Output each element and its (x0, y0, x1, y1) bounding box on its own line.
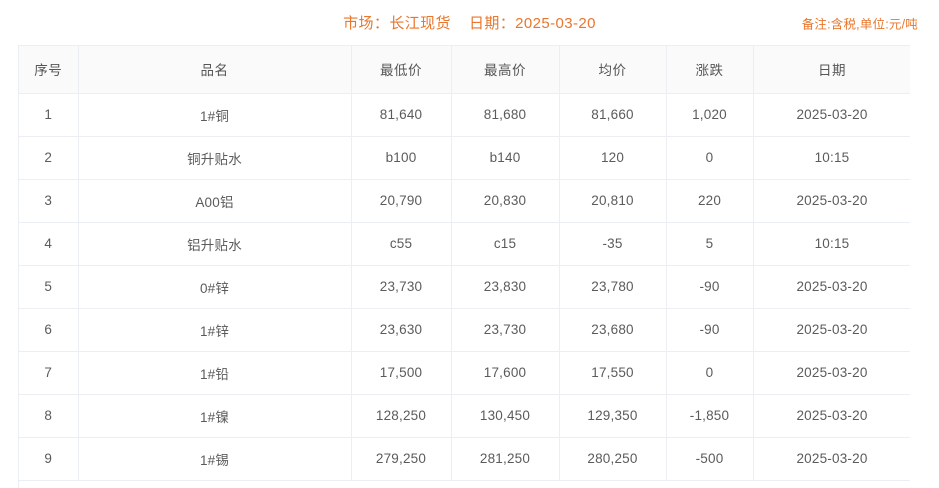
cell-avg-price: -35 (559, 222, 667, 266)
cell-change: 0 (666, 136, 754, 180)
cell-index: 6 (19, 308, 79, 352)
table-row[interactable]: 8 1#镍 128,250 130,450 129,350 -1,850 2025-03-2… (19, 394, 910, 438)
table-row[interactable]: 6 1#锌 23,630 23,730 23,680 -90 2025-03-20 (19, 308, 910, 352)
quote-table: 序号 品名 最低价 最高价 均价 涨跌 日期 1 1#铜 81,640 81,680 8… (19, 46, 910, 481)
cell-change: 0 (666, 351, 754, 395)
cell-date: 2025-03-20 (753, 93, 910, 137)
column-header-avg[interactable]: 均价 (559, 46, 667, 94)
table-row[interactable]: 3 A00铝 20,790 20,830 20,810 220 2025-03-20 (19, 179, 910, 223)
table-row[interactable]: 5 0#锌 23,730 23,830 23,780 -90 2025-03-20 (19, 265, 910, 309)
cell-low-price: 23,630 (351, 308, 452, 352)
cell-name: 0#锌 (78, 265, 352, 309)
quote-table-container: 序号 品名 最低价 最高价 均价 涨跌 日期 1 1#铜 81,640 81,680 8… (18, 45, 910, 488)
table-body: 1 1#铜 81,640 81,680 81,660 1,020 2025-03-20 2 铜升… (19, 93, 910, 481)
cell-name: 铜升贴水 (78, 136, 352, 180)
cell-index: 4 (19, 222, 79, 266)
cell-name: A00铝 (78, 179, 352, 223)
cell-avg-price: 120 (559, 136, 667, 180)
cell-low-price: 23,730 (351, 265, 452, 309)
cell-date: 2025-03-20 (753, 308, 910, 352)
cell-change: -90 (666, 265, 754, 309)
table-header: 序号 品名 最低价 最高价 均价 涨跌 日期 (19, 46, 910, 94)
cell-avg-price: 129,350 (559, 394, 667, 438)
cell-low-price: 279,250 (351, 437, 452, 481)
cell-avg-price: 17,550 (559, 351, 667, 395)
cell-low-price: 81,640 (351, 93, 452, 137)
column-header-index[interactable]: 序号 (19, 46, 79, 94)
cell-date: 2025-03-20 (753, 179, 910, 223)
column-header-low[interactable]: 最低价 (351, 46, 452, 94)
cell-name: 1#铅 (78, 351, 352, 395)
page-header: 市场：长江现货 日期：2025-03-20 备注:含税,单位:元/吨 (0, 0, 939, 45)
cell-low-price: b100 (351, 136, 452, 180)
cell-high-price: b140 (451, 136, 560, 180)
column-header-high[interactable]: 最高价 (451, 46, 560, 94)
cell-low-price: 128,250 (351, 394, 452, 438)
table-header-row: 序号 品名 最低价 最高价 均价 涨跌 日期 (19, 46, 910, 94)
cell-index: 9 (19, 437, 79, 481)
table-row[interactable]: 9 1#锡 279,250 281,250 280,250 -500 2025-03-20 (19, 437, 910, 481)
cell-change: -90 (666, 308, 754, 352)
column-header-name[interactable]: 品名 (78, 46, 352, 94)
column-header-date[interactable]: 日期 (753, 46, 910, 94)
cell-low-price: 17,500 (351, 351, 452, 395)
cell-avg-price: 81,660 (559, 93, 667, 137)
cell-high-price: 130,450 (451, 394, 560, 438)
cell-date: 2025-03-20 (753, 265, 910, 309)
cell-date: 2025-03-20 (753, 437, 910, 481)
cell-high-price: c15 (451, 222, 560, 266)
cell-high-price: 17,600 (451, 351, 560, 395)
cell-change: 5 (666, 222, 754, 266)
column-header-change[interactable]: 涨跌 (666, 46, 754, 94)
cell-index: 5 (19, 265, 79, 309)
cell-index: 1 (19, 93, 79, 137)
cell-name: 铝升贴水 (78, 222, 352, 266)
header-title-group: 市场：长江现货 日期：2025-03-20 (343, 12, 596, 33)
cell-low-price: c55 (351, 222, 452, 266)
cell-index: 8 (19, 394, 79, 438)
cell-name: 1#铜 (78, 93, 352, 137)
cell-avg-price: 280,250 (559, 437, 667, 481)
table-row[interactable]: 1 1#铜 81,640 81,680 81,660 1,020 2025-03-20 (19, 93, 910, 137)
cell-avg-price: 23,680 (559, 308, 667, 352)
cell-high-price: 81,680 (451, 93, 560, 137)
cell-date: 2025-03-20 (753, 351, 910, 395)
cell-change: 220 (666, 179, 754, 223)
date-label: 日期：2025-03-20 (468, 15, 596, 32)
cell-name: 1#锡 (78, 437, 352, 481)
cell-high-price: 23,830 (451, 265, 560, 309)
cell-name: 1#锌 (78, 308, 352, 352)
cell-date: 10:15 (753, 136, 910, 180)
header-note: 备注:含税,单位:元/吨 (801, 17, 918, 31)
market-label: 市场：长江现货 (343, 15, 451, 32)
cell-index: 3 (19, 179, 79, 223)
cell-avg-price: 23,780 (559, 265, 667, 309)
table-row[interactable]: 7 1#铅 17,500 17,600 17,550 0 2025-03-20 (19, 351, 910, 395)
cell-change: 1,020 (666, 93, 754, 137)
cell-avg-price: 20,810 (559, 179, 667, 223)
table-row[interactable]: 2 铜升贴水 b100 b140 120 0 10:15 (19, 136, 910, 180)
cell-date: 10:15 (753, 222, 910, 266)
cell-low-price: 20,790 (351, 179, 452, 223)
cell-change: -1,850 (666, 394, 754, 438)
cell-high-price: 23,730 (451, 308, 560, 352)
table-row[interactable]: 4 铝升贴水 c55 c15 -35 5 10:15 (19, 222, 910, 266)
cell-change: -500 (666, 437, 754, 481)
cell-high-price: 20,830 (451, 179, 560, 223)
cell-name: 1#镍 (78, 394, 352, 438)
cell-index: 7 (19, 351, 79, 395)
cell-date: 2025-03-20 (753, 394, 910, 438)
cell-index: 2 (19, 136, 79, 180)
cell-high-price: 281,250 (451, 437, 560, 481)
